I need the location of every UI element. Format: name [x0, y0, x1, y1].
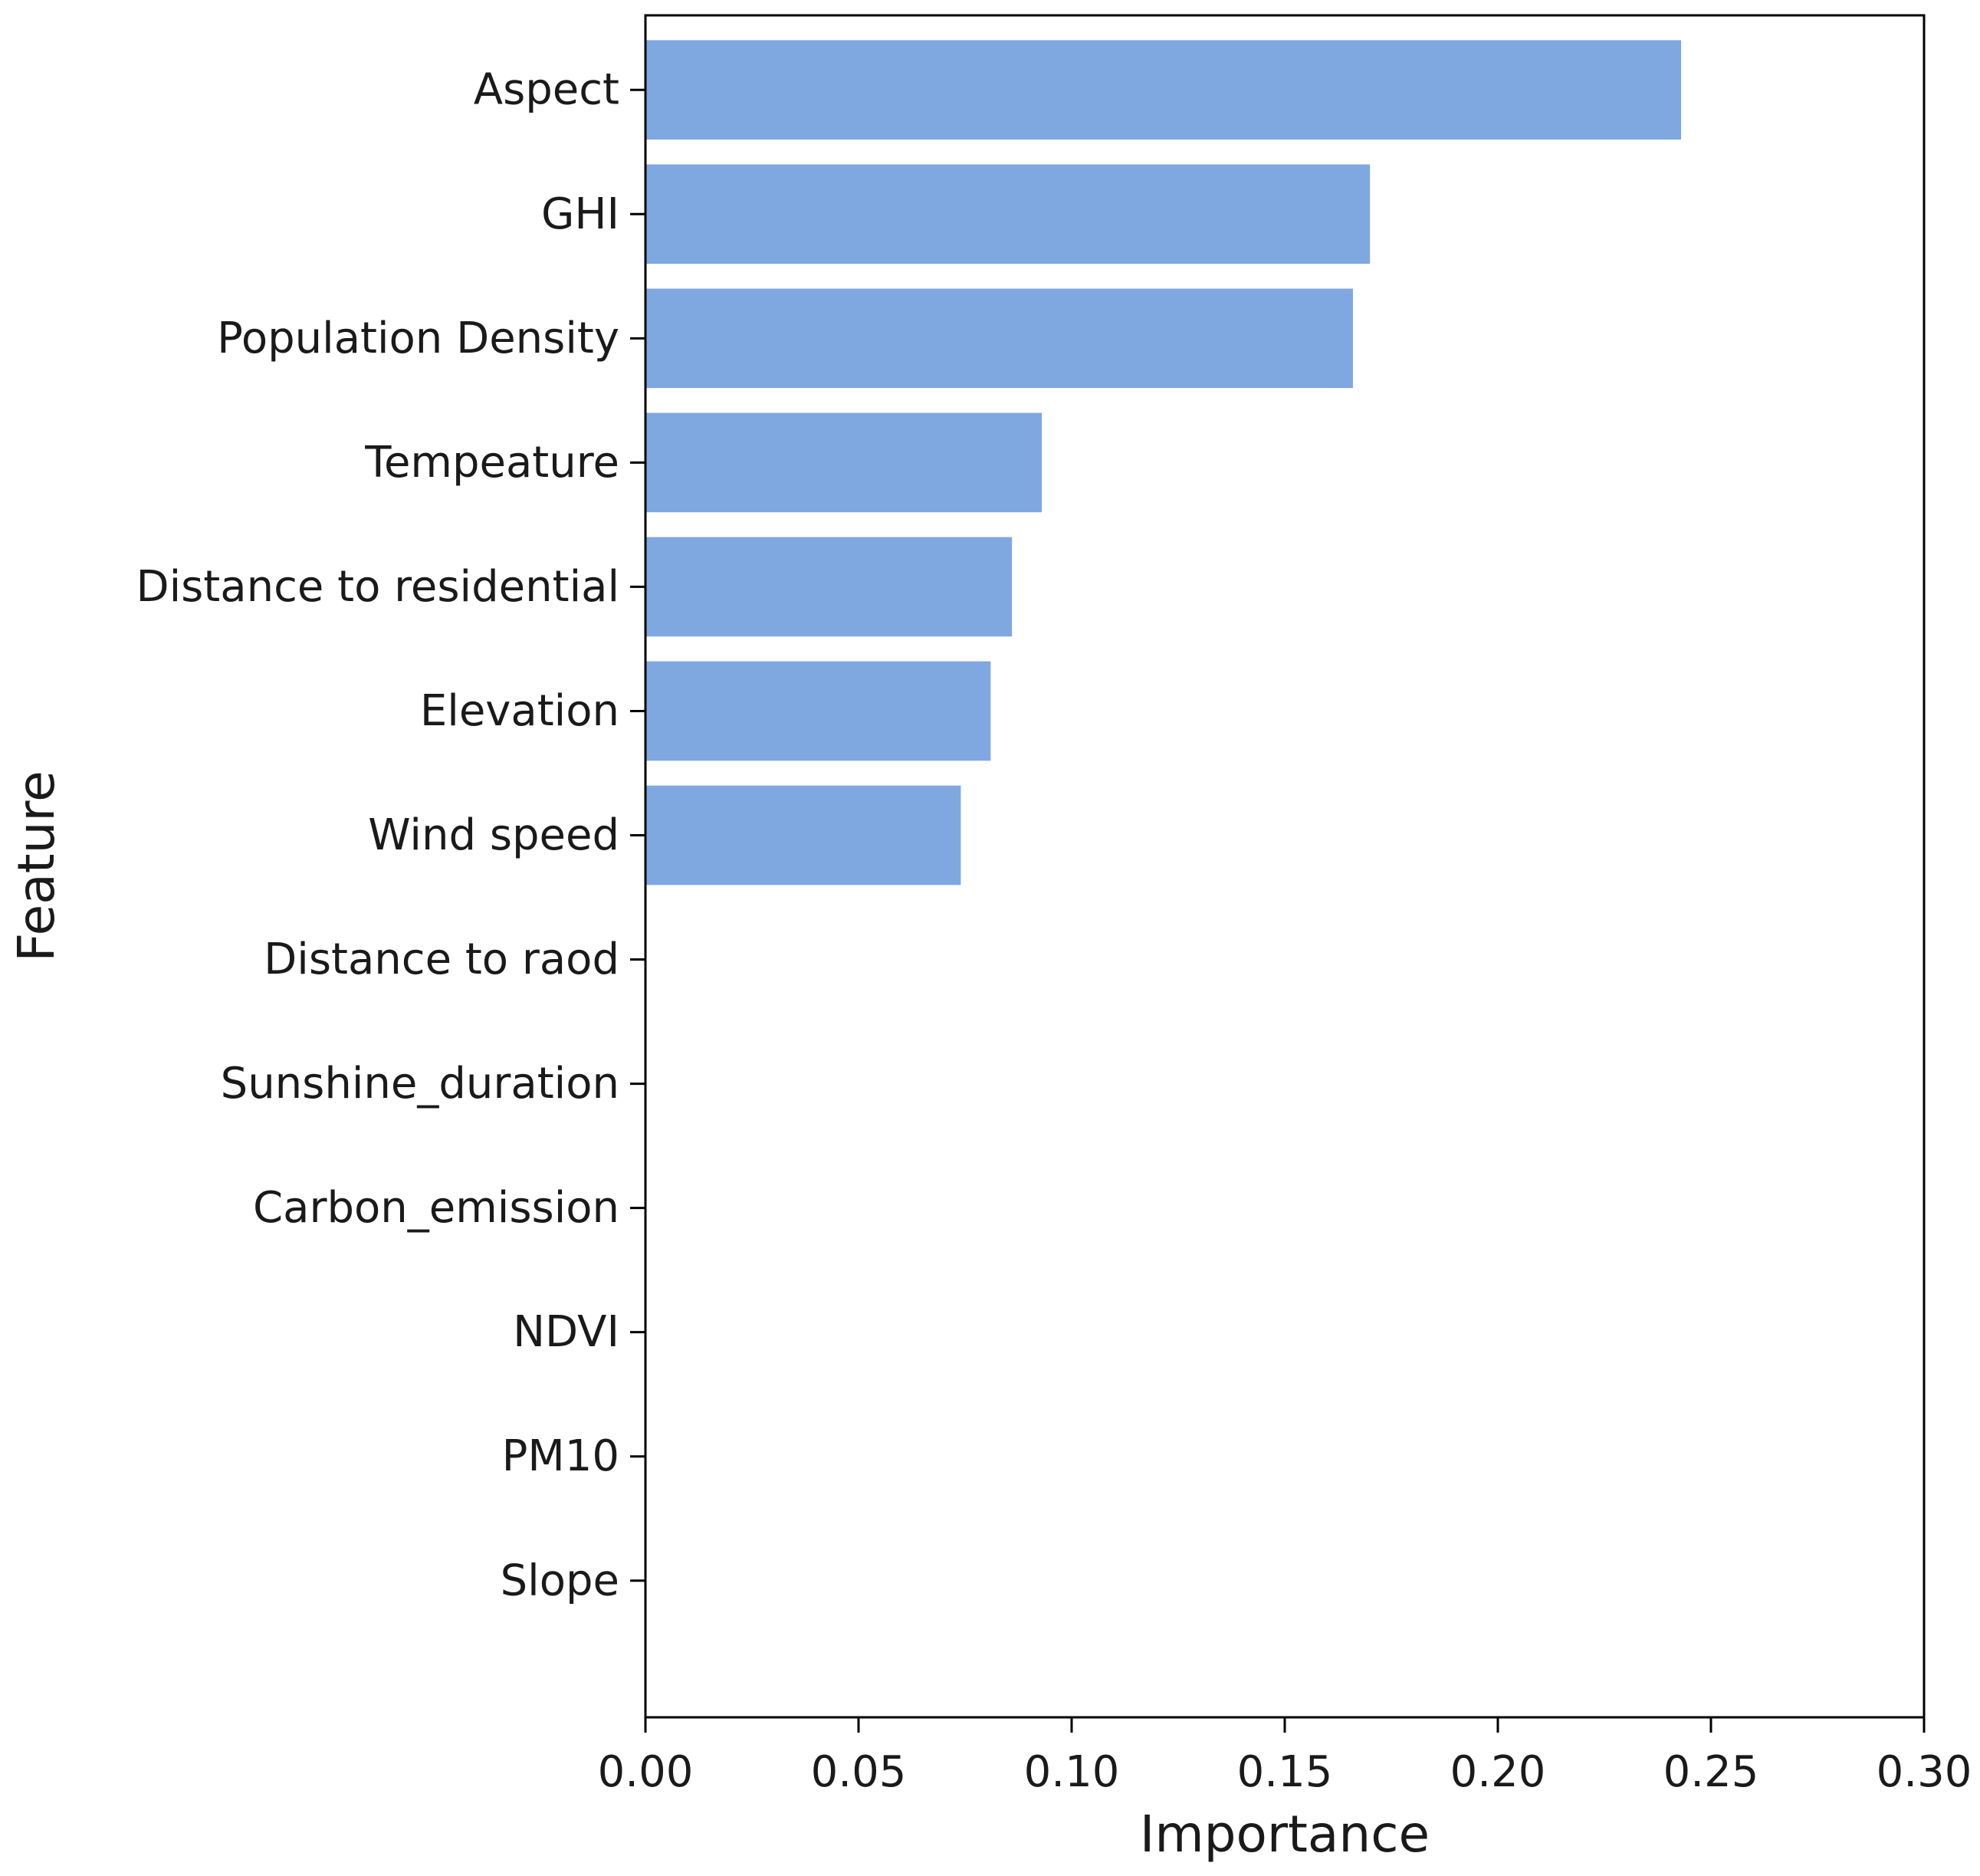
y-tick-label-population-density: Population Density: [217, 314, 619, 363]
x-tick-label-2: 0.10: [1024, 1747, 1120, 1797]
x-tick-label-5: 0.25: [1663, 1747, 1759, 1797]
y-tick-label-wind-speed: Wind speed: [368, 810, 619, 860]
x-tick-label-6: 0.30: [1877, 1747, 1972, 1797]
bar-elevation: [645, 661, 991, 761]
bar-aspect: [645, 40, 1682, 140]
y-tick-label-aspect: Aspect: [474, 65, 619, 115]
x-axis-title: Importance: [1140, 1805, 1430, 1864]
y-tick-label-ghi: GHI: [541, 189, 619, 239]
x-ticks-group: 0.00 0.05 0.10 0.15 0.20 0.25 0.30: [598, 1717, 1972, 1797]
y-ticks-group: Aspect GHI Population Density Tempeature Dis…: [136, 65, 645, 1605]
x-tick-label-1: 0.05: [811, 1747, 907, 1797]
bar-ghi: [645, 164, 1371, 264]
bar-population-density: [645, 288, 1353, 389]
bar-tempeature: [645, 412, 1043, 513]
bar-wind-speed: [645, 785, 961, 885]
y-tick-label-distance-to-residential: Distance to residential: [136, 562, 619, 612]
x-tick-label-3: 0.15: [1237, 1747, 1333, 1797]
y-axis-title: Feature: [7, 770, 66, 961]
bar-distance-to-residential: [645, 537, 1013, 637]
y-tick-label-ndvi: NDVI: [513, 1307, 619, 1357]
y-tick-label-tempeature: Tempeature: [364, 438, 619, 488]
y-tick-label-elevation: Elevation: [420, 686, 619, 736]
y-tick-label-pm10: PM10: [502, 1431, 619, 1481]
bars-group: [645, 40, 1682, 885]
y-tick-label-distance-to-raod: Distance to raod: [264, 935, 619, 984]
y-tick-label-slope: Slope: [501, 1556, 619, 1605]
y-tick-label-carbon-emission: Carbon_emission: [253, 1183, 619, 1233]
x-tick-label-0: 0.00: [598, 1747, 694, 1797]
x-tick-label-4: 0.20: [1450, 1747, 1546, 1797]
plot-frame: [644, 14, 1926, 1719]
y-tick-label-sunshine-duration: Sunshine_duration: [221, 1059, 619, 1109]
